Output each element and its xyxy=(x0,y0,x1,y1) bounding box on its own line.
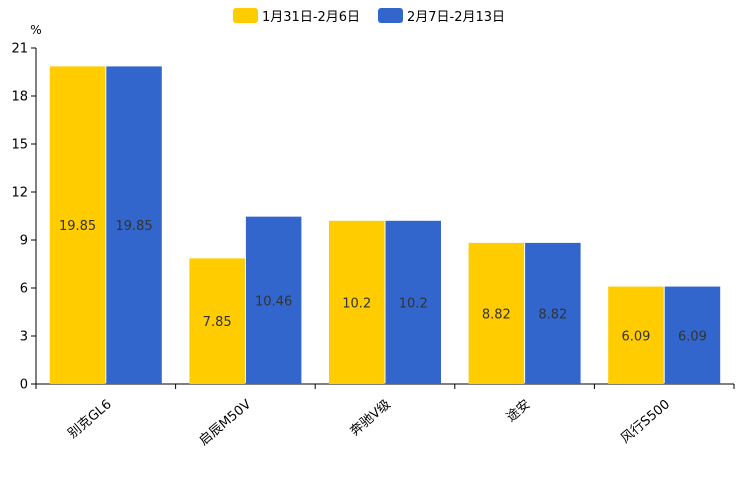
y-tick-label: 18 xyxy=(11,90,28,105)
y-tick-label: 6 xyxy=(20,282,28,297)
x-tick-label: 别克GL6 xyxy=(65,397,114,442)
y-tick-label: 15 xyxy=(11,138,28,153)
bar xyxy=(525,242,581,384)
x-tick-label: 奔驰V级 xyxy=(347,397,393,439)
bar-value-label: 10.2 xyxy=(342,296,371,311)
bar-value-label: 10.46 xyxy=(255,294,292,309)
y-axis-unit-label: % xyxy=(30,23,41,37)
bar-value-label: 6.09 xyxy=(678,329,707,344)
bar xyxy=(664,286,721,384)
y-tick-label: 21 xyxy=(11,42,28,57)
bar xyxy=(385,220,441,384)
y-axis: 0 3 6 9 12 15 18 21 xyxy=(11,42,37,393)
legend-swatch xyxy=(378,8,403,23)
bar-value-label: 19.85 xyxy=(115,219,152,234)
bar xyxy=(608,286,664,384)
bar-labels: 19.85 7.85 10.2 8.82 6.09 19.85 10.46 10.2 8.82 6… xyxy=(59,219,707,344)
y-tick-label: 12 xyxy=(11,186,28,201)
legend-label: 2月7日-2月13日 xyxy=(407,10,505,25)
y-tick-label: 3 xyxy=(20,330,28,345)
bar-value-label: 8.82 xyxy=(538,307,567,322)
y-tick-label: 9 xyxy=(20,234,28,249)
bar xyxy=(329,220,385,384)
x-tick-label: 启辰M50V xyxy=(197,397,255,449)
x-tick-label: 风行S500 xyxy=(618,397,673,446)
bar-value-label: 6.09 xyxy=(621,329,650,344)
bar-value-label: 10.2 xyxy=(399,296,428,311)
bar-value-label: 8.82 xyxy=(482,307,511,322)
bar xyxy=(468,242,525,384)
bar xyxy=(49,66,106,385)
legend: 1月31日-2月6日 2月7日-2月13日 xyxy=(233,8,505,25)
bar xyxy=(106,66,162,385)
bar-value-label: 7.85 xyxy=(203,315,232,330)
legend-label: 1月31日-2月6日 xyxy=(262,10,360,25)
legend-swatch xyxy=(233,8,258,23)
bar-value-label: 19.85 xyxy=(59,219,96,234)
bar xyxy=(189,258,245,384)
x-tick-label: 途安 xyxy=(503,396,533,425)
bars xyxy=(49,66,721,385)
y-tick-label: 0 xyxy=(20,378,28,393)
bar xyxy=(245,216,302,384)
x-axis: 别克GL6 启辰M50V 奔驰V级 途安 风行S500 xyxy=(35,383,735,449)
